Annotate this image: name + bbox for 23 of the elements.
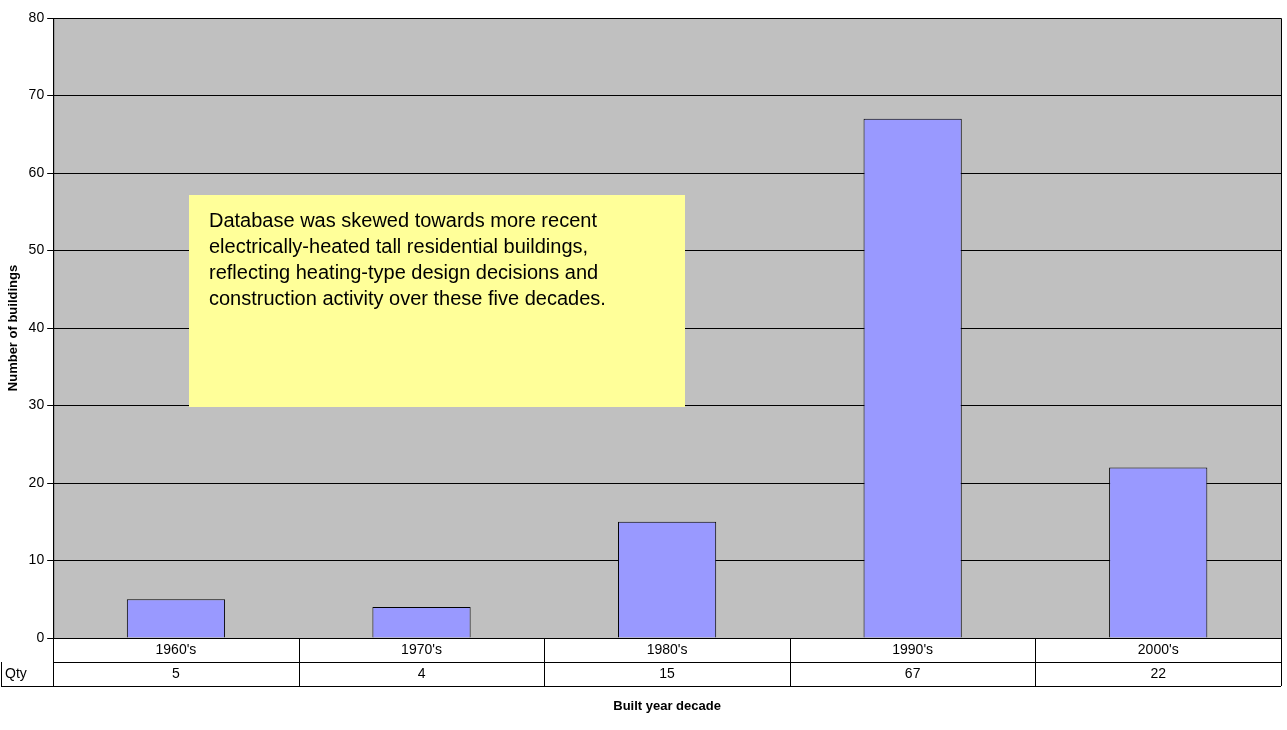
y-tick-label: 20	[28, 473, 45, 490]
y-tick-label: 60	[28, 163, 45, 180]
data-label: 22	[1150, 664, 1167, 681]
y-tick-label: 50	[28, 241, 45, 258]
data-label: 15	[659, 664, 676, 681]
x-tick-label: 1970's	[401, 640, 442, 657]
y-axis-title: Number of buildings	[5, 264, 21, 392]
y-tick-label: 30	[28, 396, 45, 413]
note-box: Database was skewed towards more recent electrically-heated tall residential buildings, reflecting heating-type design decisions and construction activity over these five decades.	[189, 195, 685, 407]
data-label: 67	[904, 664, 921, 681]
y-tick-label: 70	[28, 86, 45, 103]
y-tick-label: 10	[28, 551, 45, 568]
data-label: 4	[417, 664, 426, 681]
data-label: 5	[172, 664, 181, 681]
x-axis-title: Built year decade	[613, 697, 721, 713]
x-tick-label: 2000's	[1137, 640, 1179, 657]
text: Qty	[5, 664, 27, 681]
y-tick-label: 40	[28, 318, 45, 335]
x-tick-label: 1990's	[892, 640, 934, 657]
x-tick-label: 1980's	[646, 640, 688, 657]
y-tick-label: 80	[28, 8, 45, 25]
y-tick-label: 0	[36, 628, 45, 645]
x-tick-label: 1960's	[155, 640, 197, 657]
